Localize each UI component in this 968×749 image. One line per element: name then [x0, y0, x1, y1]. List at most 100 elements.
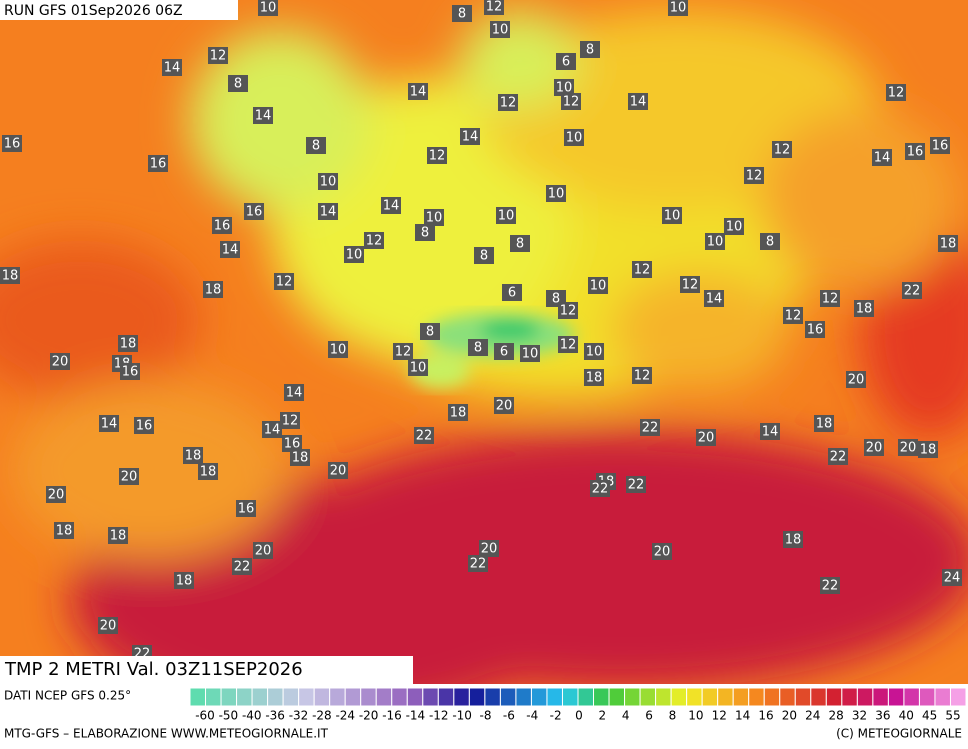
label-text: 14	[383, 199, 400, 214]
value-label: 10	[554, 79, 574, 96]
label-text: 8	[234, 77, 242, 92]
label-text: 10	[498, 209, 515, 224]
label-box	[232, 558, 252, 575]
value-label: 12	[772, 141, 792, 158]
label-text: 14	[762, 425, 779, 440]
label-text: 10	[664, 209, 681, 224]
value-label: 10	[490, 21, 510, 38]
value-label: 10	[408, 359, 428, 376]
label-box	[452, 5, 472, 22]
label-text: 20	[100, 619, 117, 634]
scale-swatch	[841, 687, 858, 707]
label-box	[414, 427, 434, 444]
label-box	[828, 448, 848, 465]
scale-swatch	[949, 687, 967, 707]
value-label: 10	[318, 173, 338, 190]
scale-swatch	[655, 687, 672, 707]
value-label: 18	[54, 522, 74, 539]
label-box	[705, 233, 725, 250]
label-text: 12	[366, 234, 383, 249]
label-box	[408, 83, 428, 100]
label-box	[262, 421, 282, 438]
label-box	[783, 307, 803, 324]
value-label: 20	[696, 429, 716, 446]
label-box	[632, 367, 652, 384]
scale-swatch	[406, 687, 424, 707]
label-box	[118, 335, 138, 352]
label-text: 18	[110, 529, 127, 544]
value-label: 20	[328, 462, 348, 479]
value-label: 14	[408, 83, 428, 100]
label-text: 18	[450, 406, 467, 421]
scale-swatch	[391, 687, 408, 707]
scale-label: -10	[452, 709, 472, 723]
label-text: 18	[200, 465, 217, 480]
label-box	[942, 569, 962, 586]
label-text: 18	[586, 371, 603, 386]
label-box	[415, 224, 435, 241]
value-label: 10	[662, 207, 682, 224]
value-label: 20	[652, 543, 672, 560]
value-label: 14	[99, 415, 119, 432]
label-box	[494, 397, 514, 414]
label-box	[162, 59, 182, 76]
value-label: 12	[783, 307, 803, 324]
value-label: 12	[274, 273, 294, 290]
scale-swatch	[344, 687, 362, 707]
label-text: 10	[260, 1, 277, 16]
label-text: 10	[492, 23, 509, 38]
scale-label: -14	[406, 709, 426, 723]
label-text: 8	[421, 226, 429, 241]
value-label: 12	[558, 302, 578, 319]
label-box	[662, 207, 682, 224]
scale-swatch	[903, 687, 920, 707]
scale-swatch	[220, 687, 238, 707]
label-box	[930, 137, 950, 154]
value-label: 18	[783, 531, 803, 548]
label-text: 12	[560, 338, 577, 353]
label-text: 12	[822, 292, 839, 307]
label-box	[626, 476, 646, 493]
scale-swatch	[267, 687, 284, 707]
label-box	[588, 277, 608, 294]
label-text: 18	[120, 337, 137, 352]
value-label: 8	[452, 5, 472, 22]
value-label: 10	[705, 233, 725, 250]
label-box	[290, 449, 310, 466]
value-label: 16	[148, 155, 168, 172]
value-label: 18	[198, 463, 218, 480]
label-box	[228, 75, 248, 92]
label-text: 12	[210, 49, 227, 64]
label-box	[427, 147, 447, 164]
scale-swatch	[856, 687, 874, 707]
label-text: 12	[634, 263, 651, 278]
value-label: 16	[244, 203, 264, 220]
label-box	[680, 276, 700, 293]
label-box	[393, 343, 413, 360]
label-text: 10	[426, 211, 443, 226]
scale-swatch	[329, 687, 346, 707]
label-text: 8	[586, 43, 594, 58]
scale-swatch	[825, 687, 843, 707]
product-title: TMP 2 METRI Val. 03Z11SEP2026	[4, 659, 303, 680]
label-box	[554, 79, 574, 96]
value-label: 20	[98, 617, 118, 634]
label-box	[496, 207, 516, 224]
value-label: 18	[448, 404, 468, 421]
label-text: 18	[205, 283, 222, 298]
value-label: 18	[938, 235, 958, 252]
label-text: 22	[822, 579, 839, 594]
value-label: 14	[220, 241, 240, 258]
value-label: 20	[119, 468, 139, 485]
value-label: 12	[280, 412, 300, 429]
scale-swatch	[670, 687, 688, 707]
scale-label: 40	[899, 709, 914, 723]
label-box	[484, 0, 504, 15]
label-box	[696, 429, 716, 446]
label-text: 14	[320, 205, 337, 220]
scale-swatch	[748, 687, 765, 707]
scale-label: 20	[782, 709, 797, 723]
value-label: 14	[381, 197, 401, 214]
label-box	[98, 617, 118, 634]
